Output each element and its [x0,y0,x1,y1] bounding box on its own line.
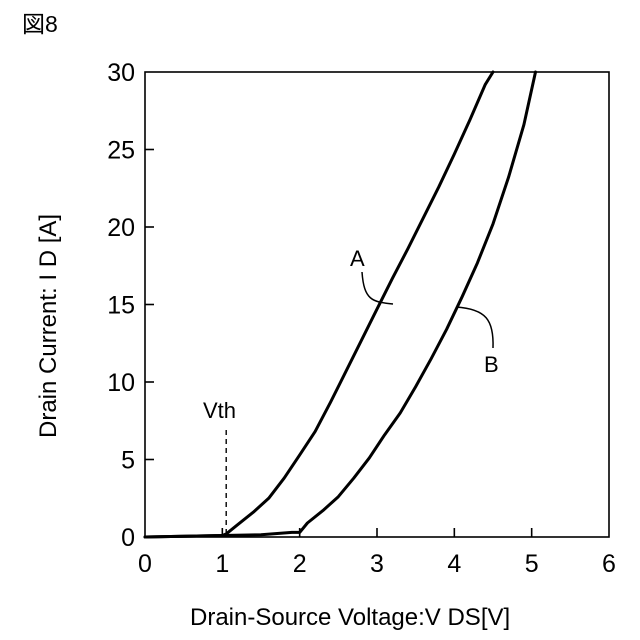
y-tick-label: 30 [107,59,135,87]
series-a-line [145,72,493,537]
series-b-line [145,72,536,537]
x-tick-label: 5 [525,550,539,578]
series-a-label: A [350,246,365,271]
x-axis-title: Drain-Source Voltage:V DS[V] [190,604,510,631]
vth-label: Vth [203,398,236,423]
series-b-leader [456,307,493,348]
y-tick-label: 25 [107,137,135,165]
series-b-label: B [484,352,499,377]
y-tick-label: 5 [121,447,135,475]
x-tick-label: 1 [215,550,229,578]
x-tick-label: 4 [447,550,461,578]
y-tick-label: 0 [121,524,135,552]
y-tick-label: 10 [107,369,135,397]
y-axis-title: Drain Current: I D [A] [35,214,62,438]
plot-frame [145,72,609,537]
x-tick-label: 6 [602,550,616,578]
y-tick-label: 15 [107,292,135,320]
x-tick-label: 2 [293,550,307,578]
x-tick-label: 0 [138,550,152,578]
figure-label: 図8 [22,11,58,37]
series-layer [145,72,536,537]
x-tick-label: 3 [370,550,384,578]
y-axis-ticks: 0 5 10 15 20 25 30 [107,59,154,552]
y-tick-label: 20 [107,214,135,242]
